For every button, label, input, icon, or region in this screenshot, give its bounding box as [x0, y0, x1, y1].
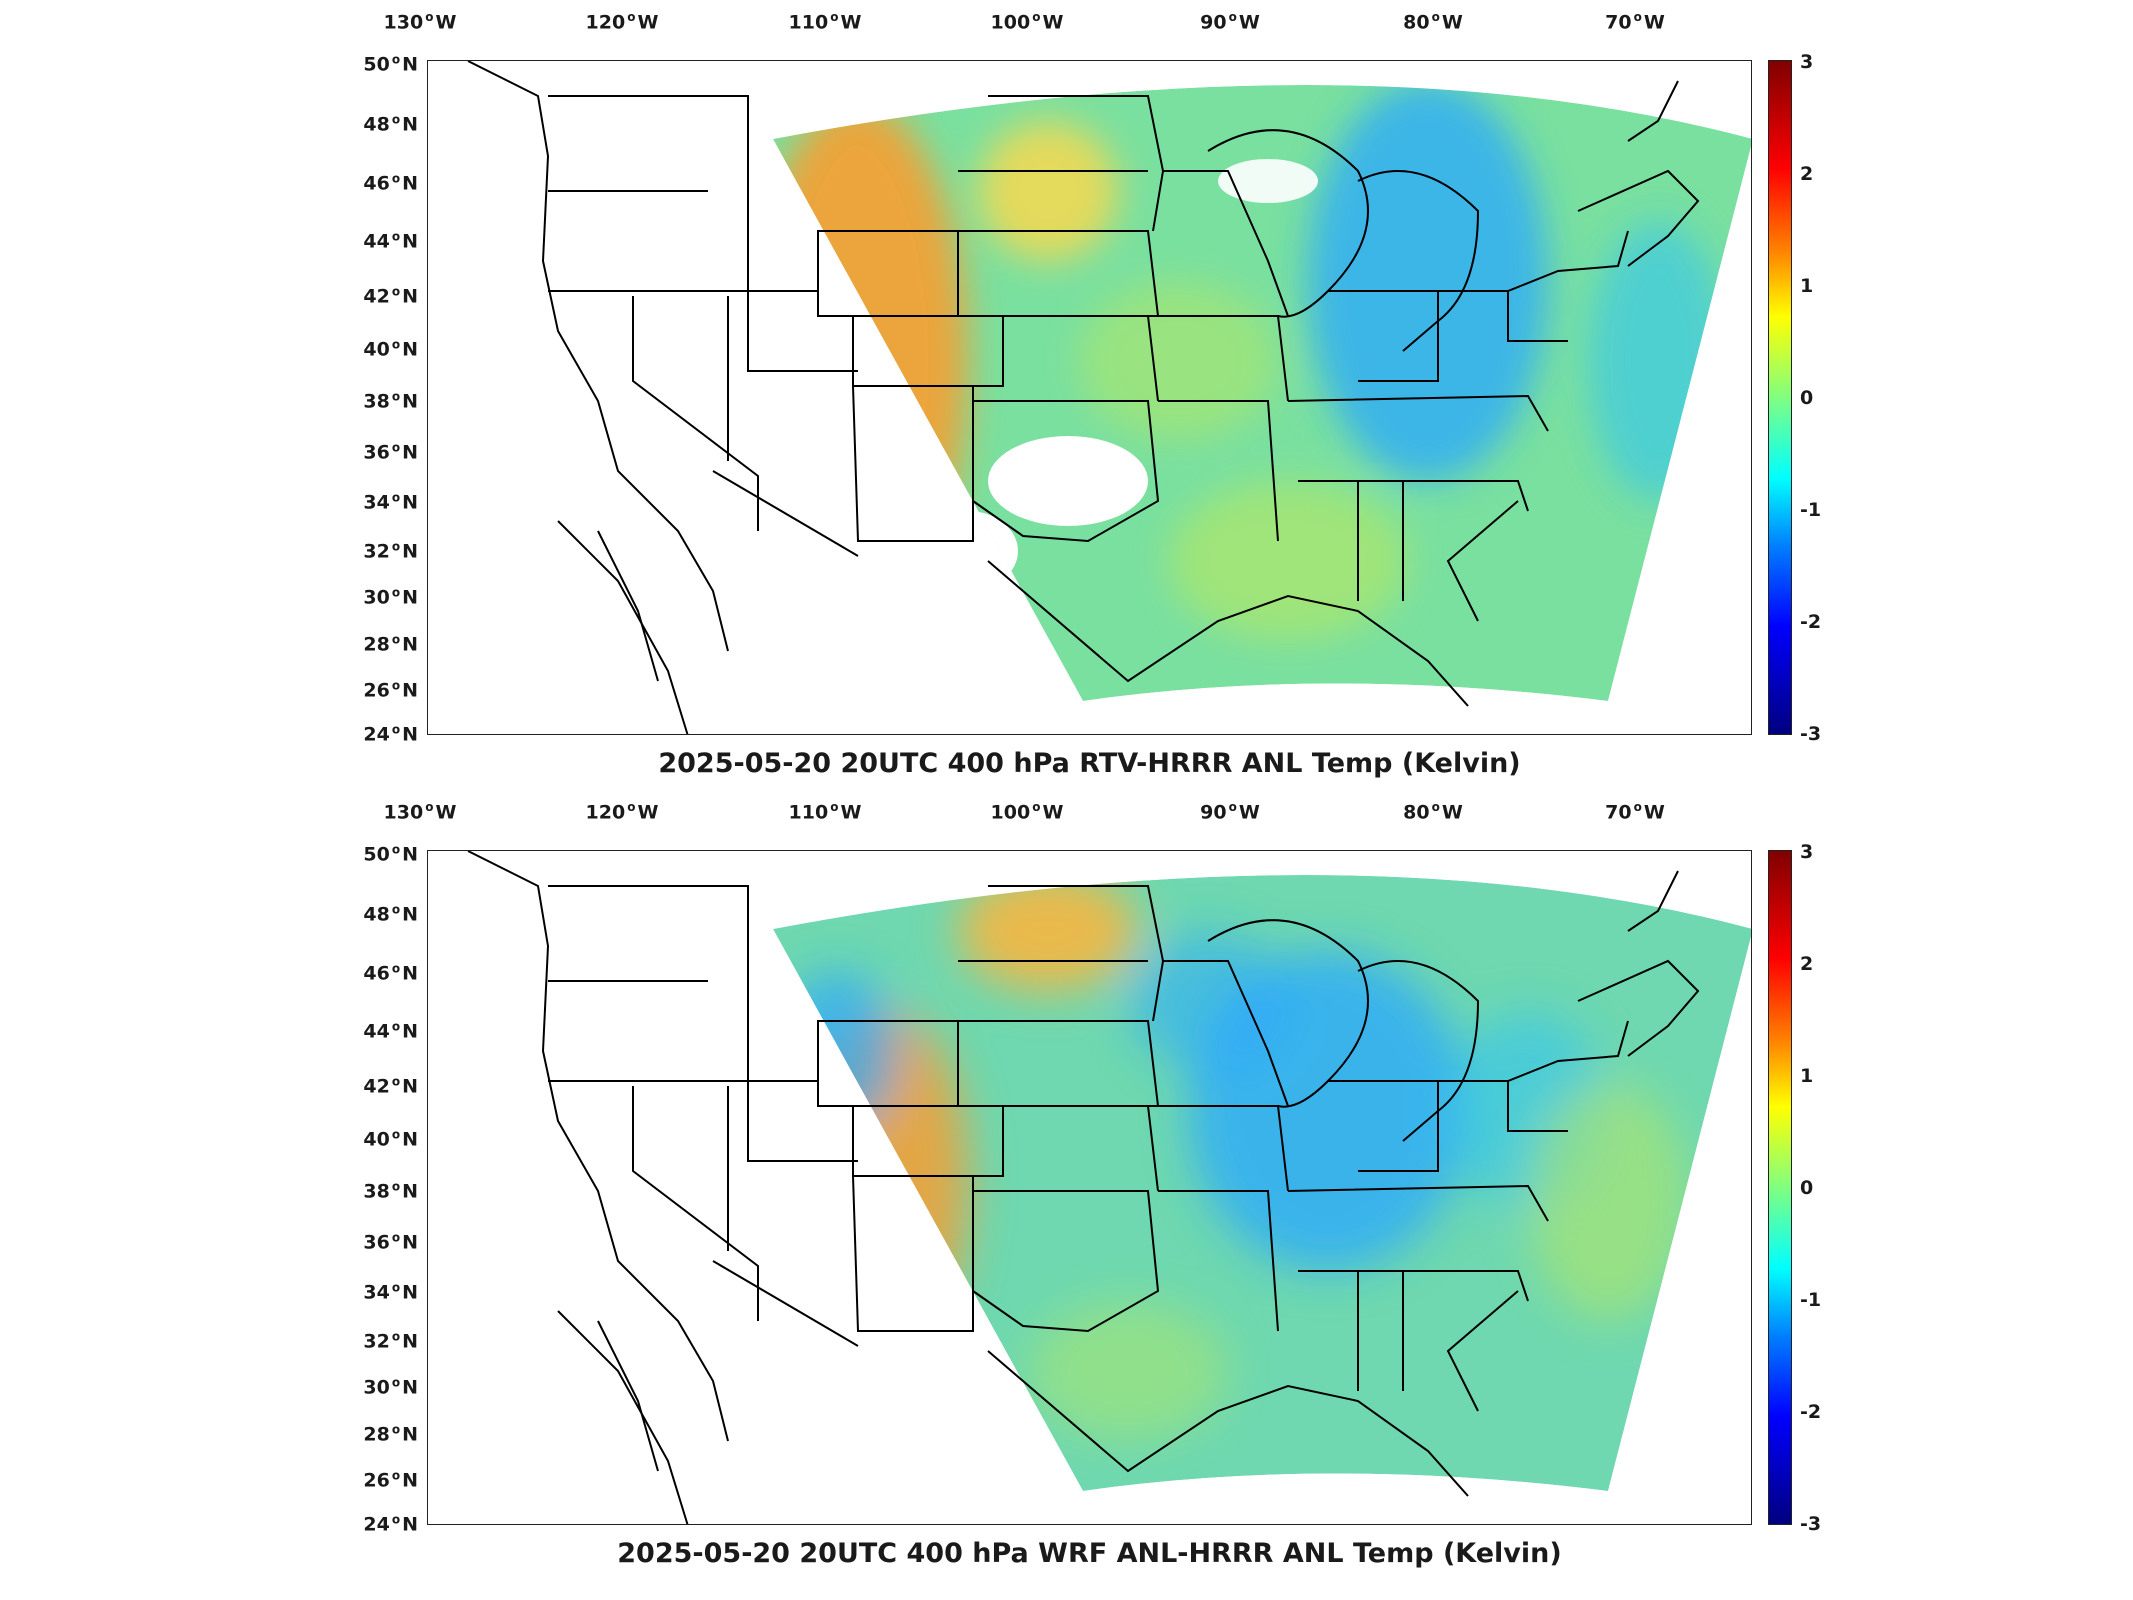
lat-label: 46 o N — [363, 171, 418, 195]
colorbar-tick: 1 — [1800, 275, 1814, 297]
colorbar — [1768, 850, 1792, 1525]
map-canvas — [467, 61, 1751, 734]
colorbar-tick: -1 — [1800, 1289, 1822, 1311]
lat-label: 44 o N — [363, 229, 418, 253]
lat-label: 30 o N — [363, 585, 418, 609]
lat-label: 34 o N — [363, 490, 418, 514]
lat-label: 36 o N — [363, 440, 418, 464]
lat-label: 38 o N — [363, 389, 418, 413]
lon-label: 110 o W — [788, 800, 862, 824]
colorbar-tick: 3 — [1800, 51, 1814, 73]
boundaries — [467, 61, 1700, 734]
lat-label: 26 o N — [363, 678, 418, 702]
lon-label: 100 o W — [990, 10, 1064, 34]
lon-label: 70 o W — [1605, 10, 1665, 34]
panel-title: 2025-05-20 20UTC 400 hPa WRF ANL-HRRR AN… — [617, 1538, 1562, 1569]
colorbar-tick: -2 — [1800, 1401, 1822, 1423]
lon-label: 130 o W — [383, 10, 457, 34]
lat-label: 24 o N — [363, 722, 418, 746]
lon-label: 100 o W — [990, 800, 1064, 824]
lat-label: 42 o N — [363, 284, 418, 308]
lat-label: 28 o N — [363, 632, 418, 656]
lon-label: 90 o W — [1200, 800, 1260, 824]
lat-label: 34 o N — [363, 1280, 418, 1304]
lat-label: 48 o N — [363, 112, 418, 136]
colorbar — [1768, 60, 1792, 735]
lat-label: 50 o N — [363, 842, 418, 866]
lon-label: 70 o W — [1605, 800, 1665, 824]
lat-label: 38 o N — [363, 1179, 418, 1203]
lat-label: 28 o N — [363, 1422, 418, 1446]
lat-label: 46 o N — [363, 961, 418, 985]
boundaries — [467, 851, 1700, 1524]
colorbar-tick: -2 — [1800, 611, 1822, 633]
lat-label: 24 o N — [363, 1512, 418, 1536]
lat-label: 50 o N — [363, 52, 418, 76]
colorbar-tick: 2 — [1800, 163, 1814, 185]
lat-label: 26 o N — [363, 1468, 418, 1492]
lat-label: 40 o N — [363, 337, 418, 361]
lat-label: 30 o N — [363, 1375, 418, 1399]
lon-label: 80 o W — [1403, 10, 1463, 34]
colorbar-tick: 0 — [1800, 387, 1814, 409]
lat-label: 36 o N — [363, 1230, 418, 1254]
panel-wrf: 130 o W 120 o W 110 o W 100 o W 90 o W 80 o W 70 o W 5… — [0, 790, 2133, 1590]
lon-label: 120 o W — [585, 10, 659, 34]
colorbar-tick: 3 — [1800, 841, 1814, 863]
lat-label: 42 o N — [363, 1074, 418, 1098]
lon-label: 130 o W — [383, 800, 457, 824]
colorbar-tick: -1 — [1800, 499, 1822, 521]
lat-label: 32 o N — [363, 1329, 418, 1353]
panel-title: 2025-05-20 20UTC 400 hPa RTV-HRRR ANL Te… — [658, 748, 1521, 779]
lat-label: 32 o N — [363, 539, 418, 563]
colorbar-tick: 0 — [1800, 1177, 1814, 1199]
lon-label: 110 o W — [788, 10, 862, 34]
colorbar-tick: 1 — [1800, 1065, 1814, 1087]
map-frame — [427, 850, 1752, 1525]
colorbar-tick: 2 — [1800, 953, 1814, 975]
colorbar-tick: -3 — [1800, 1513, 1822, 1535]
lon-label: 90 o W — [1200, 10, 1260, 34]
lon-label: 120 o W — [585, 800, 659, 824]
panel-rtv: 130 o W 120 o W 110 o W 100 o W 90 o W 80 o W 70 o W 5… — [363, 10, 1822, 779]
colorbar-tick: -3 — [1800, 723, 1822, 745]
lon-label: 80 o W — [1403, 800, 1463, 824]
lat-label: 44 o N — [363, 1019, 418, 1043]
lat-label: 40 o N — [363, 1127, 418, 1151]
lat-label: 48 o N — [363, 902, 418, 926]
map-frame — [427, 60, 1752, 735]
map-canvas — [467, 851, 1751, 1524]
